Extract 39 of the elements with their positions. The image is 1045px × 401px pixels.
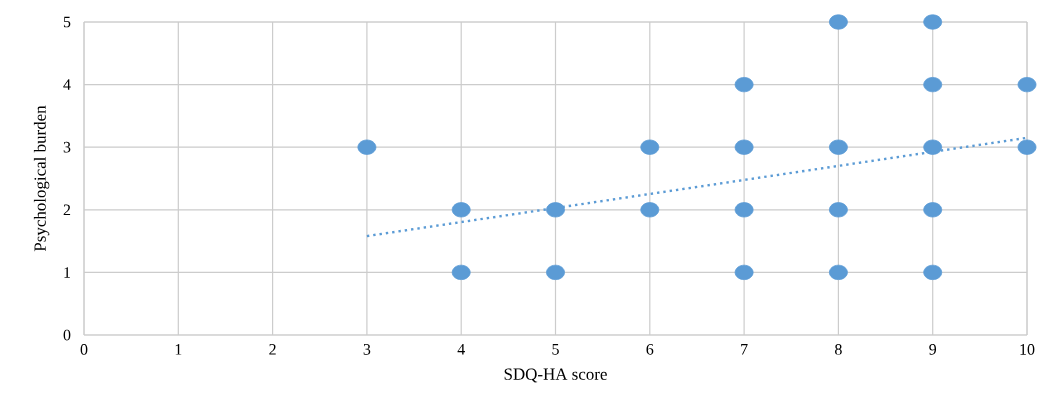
- point: [451, 264, 471, 280]
- x-tick-label: 10: [1020, 344, 1035, 355]
- x-tick-label: 6: [646, 344, 654, 355]
- point: [829, 139, 848, 155]
- point: [923, 264, 943, 280]
- point: [734, 202, 754, 218]
- point: [640, 202, 660, 218]
- point: [546, 264, 565, 280]
- point: [829, 202, 848, 218]
- point: [923, 139, 943, 155]
- y-tick-label: 1: [64, 267, 70, 278]
- point: [829, 264, 848, 280]
- point: [451, 202, 471, 218]
- x-axis-title: SDQ-HA score: [504, 368, 607, 383]
- y-tick-label: 2: [63, 204, 71, 216]
- point: [640, 139, 660, 155]
- x-tick-label: 9: [929, 344, 937, 355]
- x-tick-label: 8: [835, 344, 842, 355]
- point: [923, 14, 943, 30]
- x-tick-label: 4: [457, 344, 465, 355]
- x-tick-label: 2: [269, 344, 276, 355]
- point: [829, 14, 848, 30]
- x-tick-label: 3: [363, 344, 371, 355]
- point: [923, 202, 943, 218]
- x-tick-label: 1: [175, 344, 182, 355]
- x-tick-label: 0: [80, 344, 88, 355]
- y-axis-title: Psychological burden: [33, 105, 50, 252]
- point: [357, 139, 377, 155]
- point: [734, 139, 754, 155]
- point: [546, 202, 565, 218]
- y-tick-label: 3: [63, 141, 71, 153]
- y-tick-label: 5: [63, 16, 71, 28]
- point: [734, 264, 754, 280]
- x-tick-label: 5: [552, 344, 559, 355]
- y-tick-label: 4: [63, 79, 71, 90]
- y-tick-label: 0: [63, 329, 71, 341]
- point: [734, 77, 754, 93]
- point: [923, 77, 943, 93]
- x-tick-label: 7: [741, 344, 748, 355]
